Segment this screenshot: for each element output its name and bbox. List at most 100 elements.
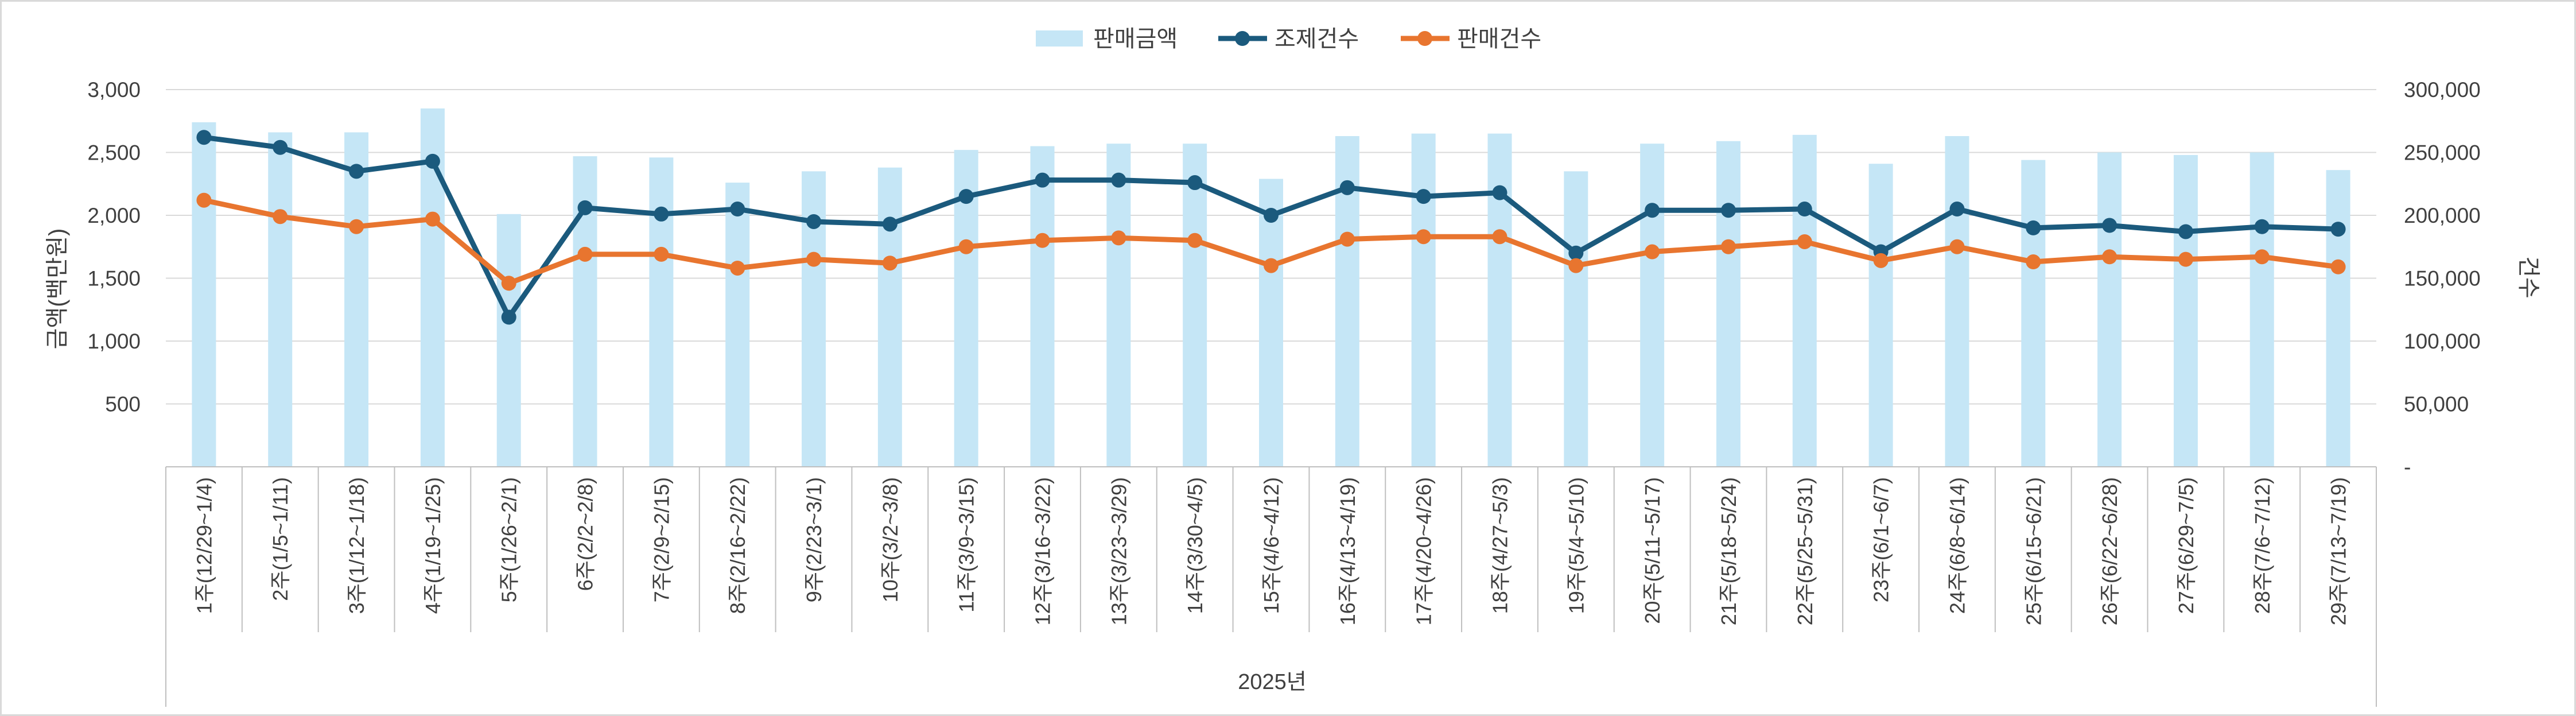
point-sales-count xyxy=(1492,229,1507,245)
bar-sales-amount xyxy=(1792,134,1817,467)
point-sales-count xyxy=(1873,253,1889,268)
point-dispense-count xyxy=(806,214,822,229)
x-tick-label: 26주(6/22~6/28) xyxy=(2098,477,2122,625)
bar-sales-amount xyxy=(725,183,750,467)
bar-sales-amount xyxy=(344,132,369,467)
x-tick-label: 8주(2/16~2/22) xyxy=(726,477,749,614)
bar-sales-amount xyxy=(2173,154,2198,467)
y-tick-label: 500 xyxy=(105,393,141,416)
x-tick-label: 20주(5/11~5/17) xyxy=(1641,477,1664,624)
point-sales-count xyxy=(1111,230,1126,246)
bar-sales-amount xyxy=(1259,179,1283,467)
point-dispense-count xyxy=(1797,202,1812,217)
point-dispense-count xyxy=(1264,208,1279,223)
point-dispense-count xyxy=(501,309,516,325)
point-sales-count xyxy=(1720,239,1736,254)
x-tick-label: 25주(6/15~6/21) xyxy=(2022,477,2045,625)
y2-tick-label: 150,000 xyxy=(2404,267,2481,291)
point-sales-count xyxy=(2102,249,2117,265)
bar-sales-amount xyxy=(1487,133,1512,467)
x-tick-label: 28주(7/6~7/12) xyxy=(2251,477,2274,614)
x-tick-label: 13주(3/23~3/29) xyxy=(1107,477,1130,625)
point-sales-count xyxy=(806,251,822,267)
point-sales-count xyxy=(1339,231,1355,247)
y2-tick-label: 300,000 xyxy=(2404,78,2481,102)
bar-sales-amount xyxy=(192,122,216,467)
point-dispense-count xyxy=(2102,218,2117,233)
y2-axis-title: 건수 xyxy=(2516,256,2541,299)
point-sales-count xyxy=(882,256,897,271)
x-tick-label: 2주(1/5~1/11) xyxy=(269,477,292,601)
point-dispense-count xyxy=(425,153,440,169)
point-sales-count xyxy=(2178,251,2193,267)
x-tick-label: 7주(2/9~2/15) xyxy=(650,477,673,602)
y-tick-label: 1,500 xyxy=(87,267,141,291)
x-tick-label: 1주(12/29~1/4) xyxy=(192,477,216,614)
y-tick-label: 1,000 xyxy=(87,330,141,353)
legend-swatch-sales-amount xyxy=(1036,30,1083,47)
point-sales-count xyxy=(501,276,516,291)
bar-sales-amount xyxy=(268,132,293,467)
x-tick-label: 11주(3/9~3/15) xyxy=(955,477,978,613)
point-sales-count xyxy=(2254,249,2270,265)
x-tick-label: 14주(3/30~4/5) xyxy=(1183,477,1207,614)
bar-sales-amount xyxy=(1945,136,1969,467)
point-sales-count xyxy=(730,260,745,276)
point-sales-count xyxy=(577,246,593,262)
point-dispense-count xyxy=(730,202,745,217)
point-dispense-count xyxy=(1720,203,1736,218)
y2-tick-label: 250,000 xyxy=(2404,141,2481,165)
point-sales-count xyxy=(2330,259,2346,274)
point-sales-count xyxy=(958,239,974,254)
x-tick-label: 19주(5/4~5/10) xyxy=(1564,477,1588,614)
bar-sales-amount xyxy=(1183,144,1207,467)
bar-sales-amount xyxy=(2249,152,2274,467)
bar-sales-amount xyxy=(1868,164,1893,467)
point-dispense-count xyxy=(1035,172,1050,188)
point-sales-count xyxy=(1416,229,1431,245)
x-tick-label: 24주(6/8~6/14) xyxy=(1945,477,1969,614)
point-dispense-count xyxy=(349,164,364,179)
axes: 500 1,000 1,500 2,000 2,500 3,000 - 50,000 100,0… xyxy=(87,78,2481,707)
x-tick-label: 4주(1/19~1/25) xyxy=(421,477,445,614)
x-tick-label: 12주(3/16~3/22) xyxy=(1031,477,1055,625)
legend-marker-sales-count xyxy=(1417,31,1432,46)
point-sales-count xyxy=(654,246,669,262)
x-tick-label: 15주(4/6~4/12) xyxy=(1260,477,1283,614)
point-dispense-count xyxy=(2330,222,2346,237)
x-tick-label: 6주(2/2~2/8) xyxy=(574,477,597,591)
point-dispense-count xyxy=(958,189,974,204)
legend-label-sales-amount: 판매금액 xyxy=(1093,26,1178,52)
y-tick-label: 2,000 xyxy=(87,204,141,227)
point-sales-count xyxy=(349,219,364,234)
x-tick-label: 27주(6/29~7/5) xyxy=(2174,477,2198,614)
y-tick-label: 2,500 xyxy=(87,141,141,165)
bar-sales-amount xyxy=(496,214,521,467)
y2-tick-label: - xyxy=(2404,455,2411,479)
legend-label-sales-count: 판매건수 xyxy=(1457,26,1541,52)
x-tick-label: 9주(2/23~3/1) xyxy=(802,477,826,602)
bar-sales-amount xyxy=(649,157,674,467)
x-tick-label: 3주(1/12~1/18) xyxy=(345,477,368,614)
point-sales-count xyxy=(2026,254,2041,270)
x-tick-label: 18주(4/27~5/3) xyxy=(1488,477,1512,614)
bar-sales-amount xyxy=(1564,171,1588,467)
line-series-layer xyxy=(196,130,2346,325)
point-sales-count xyxy=(1187,233,1203,248)
point-dispense-count xyxy=(1111,172,1126,188)
point-dispense-count xyxy=(2178,224,2193,239)
y2-tick-label: 50,000 xyxy=(2404,393,2469,416)
x-tick-label: 10주(3/2~3/8) xyxy=(879,477,902,602)
x-axis-title: 2025년 xyxy=(1238,670,1307,694)
point-dispense-count xyxy=(2254,219,2270,234)
bar-sales-amount xyxy=(2021,160,2046,467)
point-sales-count xyxy=(1035,233,1050,248)
legend-label-dispense-count: 조제건수 xyxy=(1275,26,1359,52)
point-dispense-count xyxy=(273,140,288,155)
point-dispense-count xyxy=(882,216,897,232)
bar-series-layer xyxy=(192,108,2350,467)
bar-sales-amount xyxy=(2326,170,2350,467)
y-tick-label: 3,000 xyxy=(87,78,141,102)
point-sales-count xyxy=(273,209,288,225)
